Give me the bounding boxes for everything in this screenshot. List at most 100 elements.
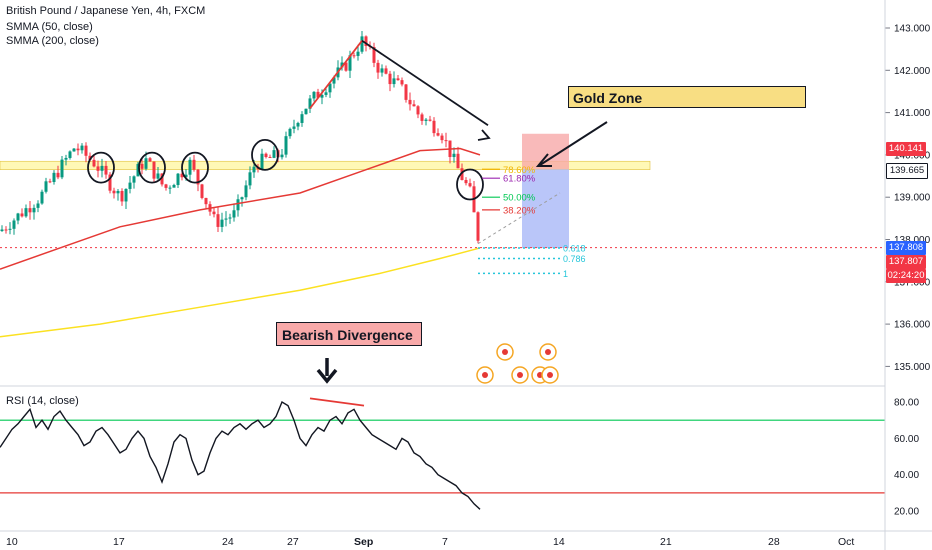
candle-body <box>344 62 348 71</box>
bearish-divergence-label[interactable]: Bearish Divergence <box>276 322 422 346</box>
x-tick-label: 7 <box>442 536 448 548</box>
fib-level-label: 61.80% <box>503 174 536 185</box>
candle-body <box>20 213 24 217</box>
candle-body <box>444 140 448 142</box>
candle-body <box>200 184 204 198</box>
candle-body <box>304 108 308 115</box>
candle-body <box>148 158 152 162</box>
event-marker-dot <box>482 372 488 378</box>
candle-body <box>52 172 56 183</box>
price-tick-label: 141.000 <box>894 108 931 119</box>
candle-body <box>60 159 64 178</box>
candle-body <box>460 168 464 180</box>
candle-body <box>252 166 256 173</box>
candle-body <box>476 212 480 241</box>
event-marker-dot <box>502 349 508 355</box>
candle-body <box>292 126 296 129</box>
touch-ellipse <box>456 168 484 201</box>
candle-body <box>40 191 44 204</box>
gold-zone-arrow <box>539 121 608 166</box>
fib-level-label: 50.00% <box>503 193 536 204</box>
x-tick-label: 27 <box>287 536 299 548</box>
x-tick-label: 24 <box>222 536 234 548</box>
candle-body <box>388 73 392 85</box>
candle-body <box>192 159 196 170</box>
candle-body <box>72 148 76 152</box>
event-marker-dot <box>545 349 551 355</box>
x-tick-label: 14 <box>553 536 565 548</box>
candle-body <box>128 182 132 189</box>
candle-body <box>56 172 60 178</box>
candle-body <box>260 153 264 169</box>
candle-body <box>180 173 184 178</box>
candle-body <box>204 197 208 205</box>
candle-body <box>160 173 164 185</box>
candle-body <box>268 157 272 159</box>
candle-body <box>420 114 424 121</box>
candle-body <box>316 91 320 98</box>
smma50-line <box>0 147 481 270</box>
candle-body <box>168 187 172 189</box>
divergence-arrowhead <box>316 368 338 384</box>
price-tick-label: 139.000 <box>894 193 931 204</box>
candle-body <box>124 188 128 202</box>
rsi-legend: RSI (14, close) <box>6 395 79 407</box>
rsi-line <box>0 400 481 510</box>
rsi-tick-label: 80.00 <box>894 398 919 409</box>
candle-body <box>264 153 268 158</box>
candle-body <box>68 151 72 158</box>
candle-body <box>300 114 304 123</box>
gold-zone-label[interactable]: Gold Zone <box>568 86 806 108</box>
candle-body <box>404 84 408 100</box>
touch-ellipse <box>87 151 115 184</box>
x-tick-label: Sep <box>354 536 373 548</box>
candle-body <box>432 120 436 134</box>
fall-trendline <box>361 39 489 127</box>
candle-body <box>24 208 28 217</box>
fib-level-label: 38.20% <box>503 205 536 216</box>
reward-box <box>522 169 569 248</box>
candle-body <box>92 159 96 167</box>
candle-body <box>104 165 108 175</box>
candle-body <box>440 135 444 141</box>
candle-body <box>0 229 4 232</box>
candle-body <box>224 218 228 220</box>
candle-body <box>288 128 292 137</box>
candle-body <box>320 94 324 98</box>
touch-ellipse <box>181 151 209 184</box>
candle-body <box>212 211 216 215</box>
candle-body <box>396 78 400 81</box>
trendline-arrowhead <box>477 129 491 141</box>
candle-body <box>176 173 180 185</box>
rsi-panel: 20.00 40.00 60.00 80.00 <box>0 397 919 518</box>
x-tick-label: 28 <box>768 536 780 548</box>
price-tick-label: 143.000 <box>894 24 931 35</box>
rsi-divergence-line <box>309 397 365 407</box>
price-tick-label: 136.000 <box>894 320 931 331</box>
candle-body <box>12 220 16 229</box>
candle-body <box>144 158 148 169</box>
price-tag-137807: 137.807 <box>886 255 926 269</box>
candle-body <box>152 161 156 179</box>
candle-body <box>468 183 472 187</box>
candle-body <box>392 78 396 85</box>
candle-body <box>424 119 428 121</box>
candle-body <box>8 228 12 230</box>
candle-body <box>376 62 380 73</box>
candle-body <box>216 214 220 227</box>
candle-body <box>220 219 224 227</box>
x-tick-label: 21 <box>660 536 672 548</box>
candle-body <box>340 62 344 68</box>
candle-body <box>232 210 236 218</box>
candle-body <box>332 77 336 84</box>
candle-body <box>156 173 160 179</box>
candle-body <box>248 172 252 186</box>
fib-level-label: 78.60% <box>503 165 536 176</box>
rsi-tick-label: 60.00 <box>894 434 919 445</box>
gold-zone-band <box>0 160 651 171</box>
price-tag-current: 137.808 <box>886 241 926 255</box>
candle-body <box>48 181 52 183</box>
candle-body <box>112 190 116 194</box>
candle-body <box>348 55 352 71</box>
candle-body <box>108 174 112 191</box>
